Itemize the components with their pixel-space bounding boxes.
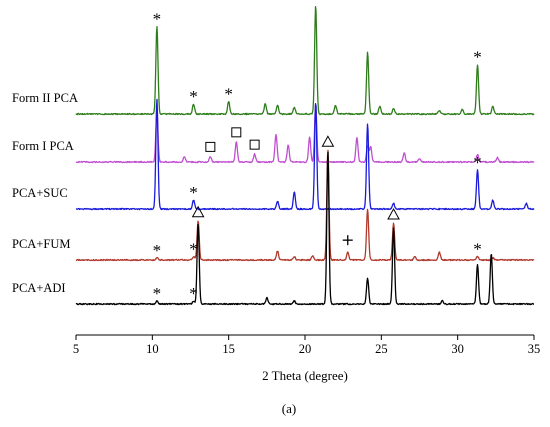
asterisk-marker: * bbox=[224, 85, 233, 104]
asterisk-marker: * bbox=[473, 48, 482, 67]
series-label: Form I PCA bbox=[12, 139, 74, 153]
asterisk-marker: * bbox=[153, 10, 162, 29]
asterisk-marker: * bbox=[189, 183, 198, 202]
x-tick-label: 10 bbox=[146, 342, 159, 356]
series-label: PCA+ADI bbox=[12, 281, 66, 295]
series-line-pca-suc bbox=[75, 98, 535, 211]
series-label: PCA+FUM bbox=[12, 237, 70, 251]
x-tick-label: 5 bbox=[73, 342, 79, 356]
x-tick-label: 20 bbox=[299, 342, 312, 356]
x-axis-ticks: 5 10 15 20 25 30 35 bbox=[73, 335, 540, 356]
square-marker bbox=[249, 139, 260, 150]
x-tick-label: 35 bbox=[528, 342, 541, 356]
series-line-form-i-pca bbox=[75, 104, 535, 164]
series-line-form-ii-pca bbox=[75, 6, 535, 116]
asterisk-marker: * bbox=[153, 284, 162, 303]
peak-markers: * * * * * * * * * * * bbox=[153, 10, 482, 303]
triangle-marker bbox=[321, 135, 335, 147]
x-tick-label: 25 bbox=[375, 342, 388, 356]
series-line-pca-adi bbox=[75, 151, 535, 306]
series-label: PCA+SUC bbox=[12, 186, 68, 200]
series-label: Form II PCA bbox=[12, 91, 78, 105]
series-labels: Form II PCA Form I PCA PCA+SUC PCA+FUM PCA+A… bbox=[12, 91, 78, 295]
square-marker bbox=[231, 127, 242, 138]
x-tick-label: 30 bbox=[451, 342, 464, 356]
square-marker bbox=[205, 141, 216, 152]
asterisk-marker: * bbox=[189, 87, 198, 106]
x-tick-label: 15 bbox=[222, 342, 235, 356]
subfigure-label: (a) bbox=[282, 401, 296, 416]
triangle-marker bbox=[191, 205, 205, 218]
asterisk-marker: * bbox=[189, 240, 198, 259]
triangle-marker bbox=[387, 208, 400, 220]
asterisk-marker: * bbox=[153, 241, 162, 260]
x-axis-label: 2 Theta (degree) bbox=[262, 368, 348, 383]
asterisk-marker: * bbox=[473, 153, 482, 172]
series-line-pca-fum bbox=[75, 149, 535, 262]
asterisk-marker: * bbox=[473, 240, 482, 259]
asterisk-marker: * bbox=[189, 284, 198, 303]
series-traces bbox=[75, 6, 535, 306]
